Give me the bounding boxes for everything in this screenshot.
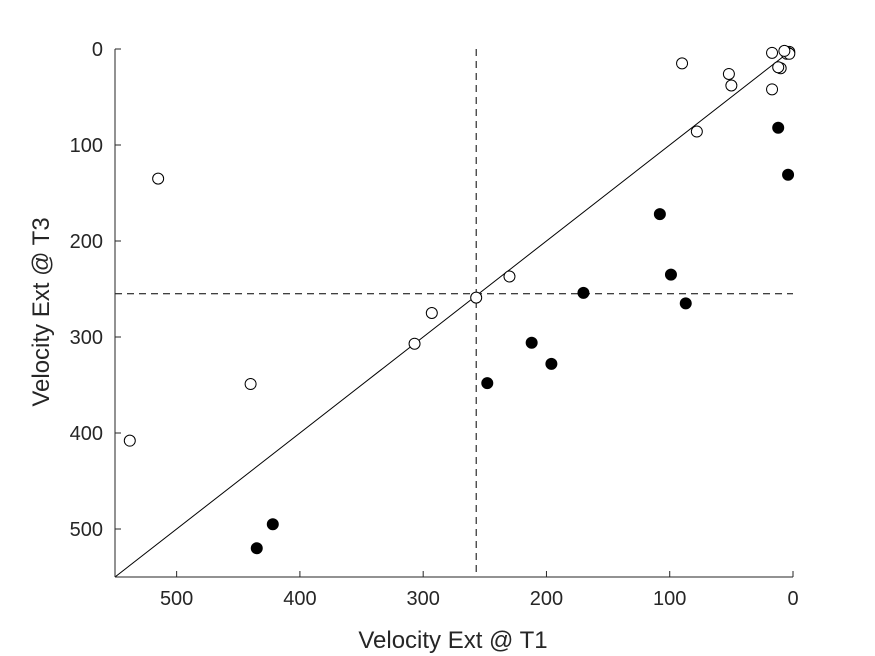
filled-data-point	[679, 297, 692, 310]
open-data-point	[408, 337, 421, 350]
y-tick-label: 200	[70, 231, 103, 253]
filled-data-point	[772, 121, 785, 134]
filled-data-point	[266, 518, 279, 531]
open-data-point	[676, 57, 689, 70]
x-tick-label: 0	[787, 588, 798, 610]
open-data-point	[690, 125, 703, 138]
identity-diagonal-line	[114, 48, 794, 578]
filled-data-point	[250, 542, 263, 555]
open-data-point	[503, 270, 516, 283]
x-tick-label: 500	[160, 588, 193, 610]
x-axis-title: Velocity Ext @ T1	[358, 627, 547, 654]
open-data-point	[778, 44, 791, 57]
y-tick-label: 400	[70, 423, 103, 445]
y-tick-label: 0	[92, 39, 103, 61]
open-data-point	[425, 307, 438, 319]
axes: 500 400 300 200 100 0 0 100 200 300 400 500	[70, 39, 799, 610]
filled-data-point	[525, 336, 538, 349]
filled-data-point	[782, 168, 795, 181]
filled-data-point	[577, 286, 590, 299]
open-data-point	[152, 172, 165, 185]
open-data-point	[123, 434, 136, 447]
y-tick-label: 100	[70, 135, 103, 157]
open-data-point	[766, 46, 779, 59]
x-tick-label: 200	[530, 588, 563, 610]
filled-data-point	[545, 357, 558, 370]
filled-data-point	[653, 208, 666, 221]
x-tick-label: 400	[283, 588, 316, 610]
open-data-point	[772, 61, 785, 74]
x-tick-label: 100	[653, 588, 686, 610]
open-data-point	[766, 83, 779, 96]
y-tick-label: 300	[70, 327, 103, 349]
open-data-point	[470, 291, 483, 304]
reference-lines	[114, 48, 794, 578]
filled-data-point	[481, 377, 494, 390]
filled-data-point	[664, 268, 677, 281]
open-data-point	[244, 378, 257, 391]
data-points	[123, 44, 796, 555]
open-data-point	[725, 79, 738, 92]
y-axis-title: Velocity Ext @ T3	[28, 217, 55, 406]
x-tick-label: 300	[406, 588, 439, 610]
open-data-point	[722, 67, 735, 80]
y-tick-label: 500	[70, 519, 103, 541]
